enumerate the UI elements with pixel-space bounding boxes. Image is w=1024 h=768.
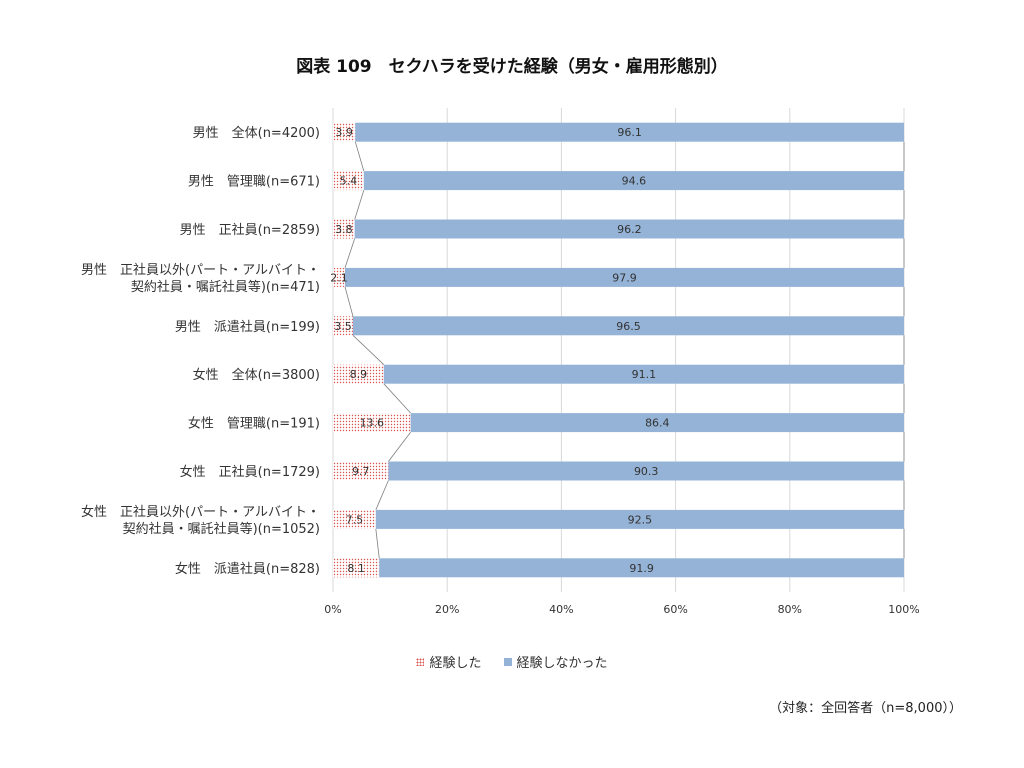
bar-experienced: [333, 316, 353, 336]
legend: 経験した 経験しなかった: [0, 652, 1024, 671]
data-label-not-experienced: 96.2: [617, 223, 642, 236]
legend-swatch-not-experienced: [503, 657, 512, 666]
series-line: [375, 480, 389, 511]
bar-experienced: [333, 219, 355, 239]
bar-chart: 3.9 96.1 5.4 94.6 3.8 96.2 2.1 97.9 3.5 96.5 8.9 91…: [81, 108, 920, 616]
category-label: 男性 管理職(n=671): [188, 175, 320, 190]
category-label: 女性 全体(n=3800): [193, 367, 320, 383]
bar-not-experienced: [352, 316, 904, 336]
footnote: （対象：全回答者（n=8,000））: [769, 701, 962, 716]
x-tick-label: 60%: [663, 603, 687, 616]
data-label-not-experienced: 96.5: [616, 320, 641, 333]
data-label-not-experienced: 86.4: [645, 417, 670, 430]
x-tick-label: 0%: [324, 603, 341, 616]
bars: 3.9 96.1 5.4 94.6 3.8 96.2 2.1 97.9 3.5 96.5 8.9 91…: [330, 122, 905, 578]
x-tick-labels: 0% 20% 40% 60% 80% 100%: [324, 603, 919, 616]
series-line: [344, 238, 356, 269]
legend-swatch-experienced: [416, 657, 425, 666]
data-label-experienced: 3.9: [335, 126, 353, 139]
legend-item-experienced: 経験した: [416, 652, 482, 671]
data-label-experienced: 3.8: [335, 223, 353, 236]
category-label: 男性 正社員(n=2859): [180, 222, 320, 238]
category-label: 契約社員・嘱託社員等)(n=471): [131, 279, 320, 295]
bar-not-experienced: [354, 219, 904, 239]
legend-item-not-experienced: 経験しなかった: [503, 652, 608, 671]
bar-not-experienced: [375, 509, 904, 529]
bar-not-experienced: [344, 267, 905, 287]
bar-not-experienced: [383, 364, 905, 384]
data-label-not-experienced: 96.1: [617, 126, 642, 139]
data-label-not-experienced: 91.1: [632, 368, 657, 381]
series-line: [354, 189, 365, 220]
data-label-experienced: 7.5: [346, 513, 364, 526]
bar-experienced: [333, 364, 384, 384]
series-line: [375, 528, 380, 559]
bar-not-experienced: [388, 461, 905, 481]
category-label: 女性 派遣社員(n=828): [175, 561, 320, 577]
data-label-experienced: 5.4: [340, 175, 358, 188]
legend-label-experienced: 経験した: [429, 656, 482, 671]
category-label: 男性 正社員以外(パート・アルバイト・: [81, 262, 320, 278]
bar-experienced: [333, 509, 376, 529]
bar-not-experienced: [410, 413, 904, 433]
x-tick-label: 20%: [435, 603, 459, 616]
chart-title: 図表 109 セクハラを受けた経験（男女・雇用形態別）: [296, 57, 728, 77]
category-label: 女性 管理職(n=191): [188, 416, 320, 432]
series-line: [383, 383, 411, 414]
data-label-not-experienced: 92.5: [628, 513, 653, 526]
series-lines: [344, 141, 905, 559]
x-tick-label: 80%: [778, 603, 802, 616]
data-label-experienced: 9.7: [352, 465, 370, 478]
data-label-not-experienced: 91.9: [629, 562, 654, 575]
category-label: 男性 全体(n=4200): [193, 125, 320, 141]
data-label-experienced: 3.5: [334, 320, 352, 333]
series-line: [352, 335, 385, 365]
x-tick-label: 100%: [888, 603, 919, 616]
data-label-experienced: 8.9: [350, 368, 368, 381]
category-labels: 男性 全体(n=4200) 男性 管理職(n=671) 男性 正社員(n=2859)…: [81, 125, 320, 577]
bar-experienced: [333, 461, 389, 481]
bar-experienced: [333, 413, 411, 433]
bar-experienced: [333, 558, 380, 578]
data-label-experienced: 2.1: [330, 271, 348, 284]
data-label-not-experienced: 97.9: [612, 271, 637, 284]
category-label: 契約社員・嘱託社員等)(n=1052): [123, 521, 320, 537]
data-label-not-experienced: 90.3: [634, 465, 659, 478]
bar-not-experienced: [379, 558, 905, 578]
data-label-experienced: 8.1: [347, 562, 365, 575]
legend-label-not-experienced: 経験しなかった: [516, 656, 608, 671]
series-line: [388, 431, 411, 462]
category-label: 男性 派遣社員(n=199): [175, 319, 320, 335]
data-label-not-experienced: 94.6: [622, 175, 647, 188]
bar-not-experienced: [355, 122, 904, 142]
x-tick-label: 40%: [549, 603, 573, 616]
bar-experienced: [333, 171, 364, 191]
category-label: 女性 正社員(n=1729): [180, 464, 320, 480]
series-line: [354, 141, 365, 172]
series-line: [344, 286, 354, 317]
bar-experienced: [333, 122, 356, 142]
bar-not-experienced: [363, 171, 905, 191]
bar-experienced: [333, 267, 345, 287]
data-label-experienced: 13.6: [360, 417, 385, 430]
category-label: 女性 正社員以外(パート・アルバイト・: [81, 504, 320, 520]
